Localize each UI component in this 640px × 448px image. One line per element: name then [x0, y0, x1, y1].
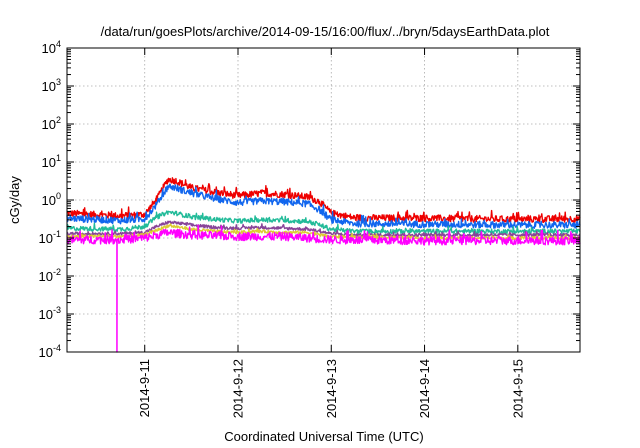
y-tick-label: 10-4 [39, 343, 61, 360]
series-line [66, 220, 581, 238]
y-tick-label: 10-2 [39, 267, 61, 284]
x-tick-label: 2014-9-15 [510, 359, 525, 418]
y-axis-label: cGy/day [7, 176, 22, 224]
series-line [66, 210, 581, 235]
tick-labels: 10-4 10-3 10-2 10-1 100 101 102 103 104 2014-9-11… [39, 39, 526, 418]
y-tick-label: 104 [42, 39, 61, 56]
x-tick-label: 2014-9-13 [324, 359, 339, 418]
series-line [66, 223, 581, 241]
x-axis-label: Coordinated Universal Time (UTC) [224, 429, 423, 444]
x-tick-label: 2014-9-11 [137, 359, 152, 417]
y-tick-label: 101 [42, 153, 61, 170]
series-line [66, 183, 581, 230]
tick-marks [67, 47, 580, 353]
y-tick-label: 102 [42, 115, 61, 132]
series-line [66, 224, 581, 353]
y-tick-label: 10-1 [39, 229, 61, 246]
y-tick-label: 100 [42, 191, 61, 208]
chart-title: /data/run/goesPlots/archive/2014-09-15/1… [101, 24, 550, 39]
series-layer [66, 177, 581, 353]
x-tick-label: 2014-9-14 [417, 359, 432, 418]
x-tick-label: 2014-9-12 [231, 359, 246, 418]
series-line [66, 177, 581, 224]
y-tick-label: 10-3 [39, 305, 61, 322]
y-tick-label: 103 [42, 77, 61, 94]
grid-lines [67, 48, 580, 352]
